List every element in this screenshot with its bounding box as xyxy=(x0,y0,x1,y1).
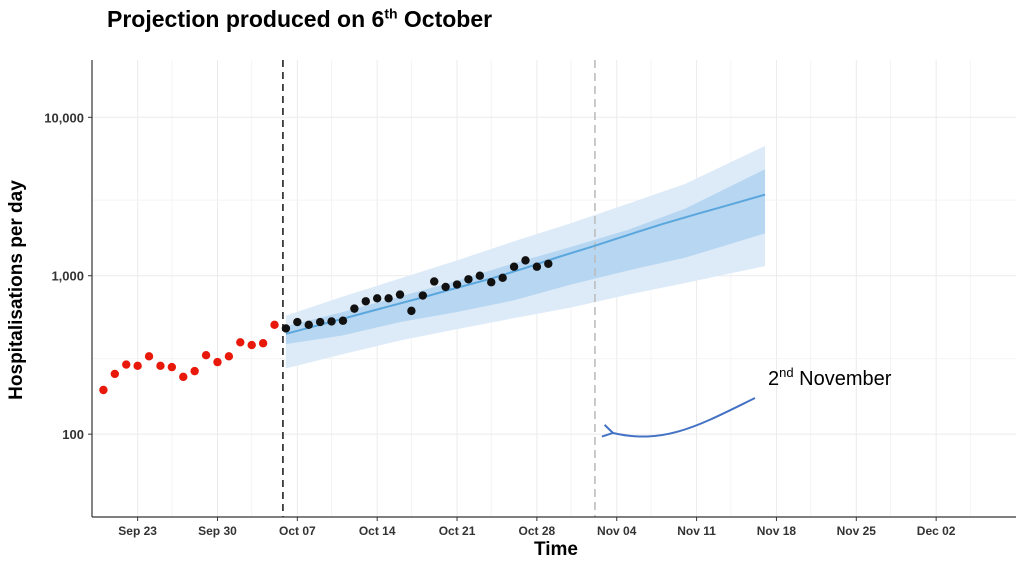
data-point xyxy=(293,318,301,326)
x-axis-title: Time xyxy=(534,539,578,560)
data-point xyxy=(327,317,335,325)
data-point xyxy=(476,272,484,280)
data-point xyxy=(213,358,221,366)
data-point xyxy=(339,317,347,325)
data-point xyxy=(362,297,370,305)
y-tick-label: 1,000 xyxy=(51,269,84,284)
x-tick-label: Nov 18 xyxy=(757,524,797,538)
data-point xyxy=(453,280,461,288)
data-point xyxy=(419,291,427,299)
data-point xyxy=(259,339,267,347)
annotation-arrow xyxy=(613,398,755,437)
data-point xyxy=(316,318,324,326)
data-point xyxy=(122,360,130,368)
data-point xyxy=(305,321,313,329)
data-point xyxy=(202,351,210,359)
data-point xyxy=(133,362,141,370)
data-point xyxy=(441,283,449,291)
x-tick-label: Sep 23 xyxy=(118,524,157,538)
data-point xyxy=(396,290,404,298)
x-tick-label: Sep 30 xyxy=(198,524,237,538)
annotation-label: 2nd November xyxy=(768,365,892,390)
data-point xyxy=(156,362,164,370)
data-point xyxy=(407,307,415,315)
data-point xyxy=(270,321,278,329)
data-point xyxy=(350,304,358,312)
data-point xyxy=(168,363,176,371)
data-point xyxy=(236,338,244,346)
data-point xyxy=(373,294,381,302)
data-point xyxy=(384,294,392,302)
data-point xyxy=(544,260,552,268)
data-point xyxy=(145,352,153,360)
data-point xyxy=(510,263,518,271)
x-tick-label: Nov 04 xyxy=(597,524,637,538)
y-tick-label: 10,000 xyxy=(44,110,84,125)
annotation-sup: nd xyxy=(779,365,793,380)
x-tick-label: Oct 21 xyxy=(439,524,476,538)
data-point xyxy=(190,367,198,375)
data-point xyxy=(464,275,472,283)
y-tick-label: 100 xyxy=(62,427,84,442)
x-tick-label: Nov 11 xyxy=(677,524,716,538)
data-point xyxy=(179,373,187,381)
annotation-text: 2 xyxy=(768,368,779,390)
data-point xyxy=(533,263,541,271)
data-point xyxy=(521,256,529,264)
ticks-layer: Sep 23 Sep 30 Oct 07 Oct 14 Oct 21 Oct 28 Nov … xyxy=(44,110,956,538)
data-point xyxy=(282,324,290,332)
y-axis-title: Hospitalisations per day xyxy=(6,180,27,400)
x-tick-label: Oct 07 xyxy=(279,524,316,538)
data-point xyxy=(111,370,119,378)
data-point xyxy=(99,386,107,394)
chart-svg: Sep 23 Sep 30 Oct 07 Oct 14 Oct 21 Oct 28 Nov … xyxy=(0,0,1024,567)
data-point xyxy=(225,352,233,360)
x-tick-label: Oct 28 xyxy=(519,524,556,538)
data-point xyxy=(487,278,495,286)
x-tick-label: Dec 02 xyxy=(917,524,956,538)
x-tick-label: Nov 25 xyxy=(837,524,877,538)
x-tick-label: Oct 14 xyxy=(359,524,396,538)
data-point xyxy=(248,341,256,349)
data-point xyxy=(430,277,438,285)
data-point xyxy=(498,274,506,282)
annotation-tail: November xyxy=(794,368,892,390)
